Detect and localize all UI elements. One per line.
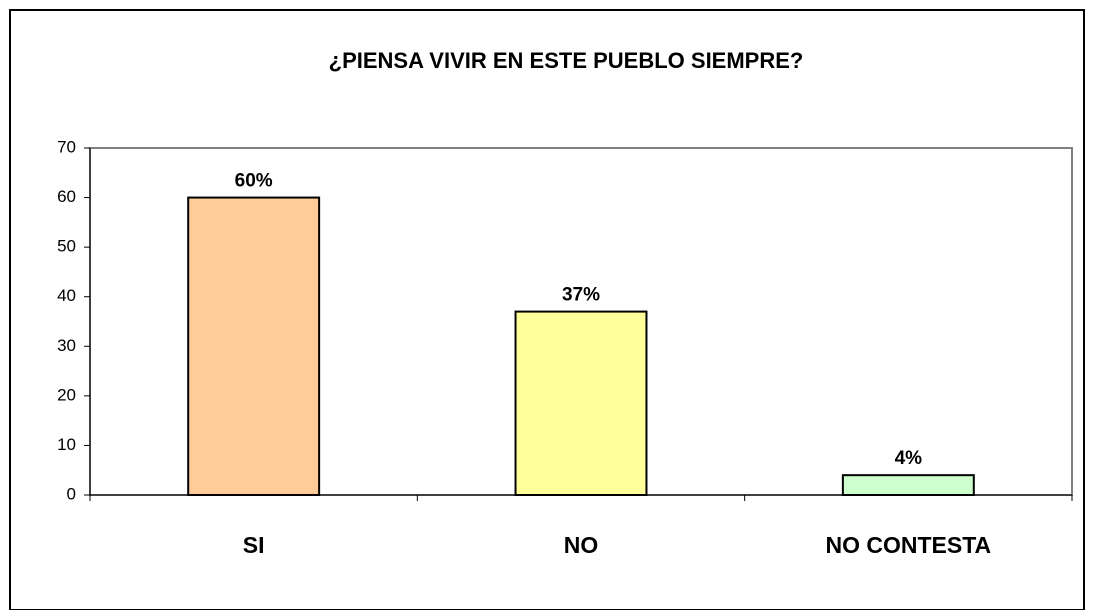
data-label: 60%: [235, 171, 273, 192]
data-label: 4%: [895, 448, 923, 469]
x-tick-label: SI: [243, 532, 265, 558]
bar: [187, 196, 321, 496]
x-tick-label: NO: [564, 532, 599, 558]
y-tick-label: 50: [57, 237, 76, 256]
x-tick-label: NO CONTESTA: [825, 532, 991, 558]
data-label: 37%: [562, 285, 600, 306]
y-tick-label: 0: [67, 484, 76, 503]
y-tick-label: 10: [57, 435, 76, 454]
y-tick-label: 60: [57, 187, 76, 206]
y-tick-label: 40: [57, 286, 76, 305]
bar: [514, 310, 648, 497]
bar: [841, 474, 975, 496]
y-tick-label: 20: [57, 385, 76, 404]
y-tick-label: 70: [57, 137, 76, 156]
y-tick-label: 30: [57, 336, 76, 355]
chart-title: ¿PIENSA VIVIR EN ESTE PUEBLO SIEMPRE?: [329, 48, 804, 73]
